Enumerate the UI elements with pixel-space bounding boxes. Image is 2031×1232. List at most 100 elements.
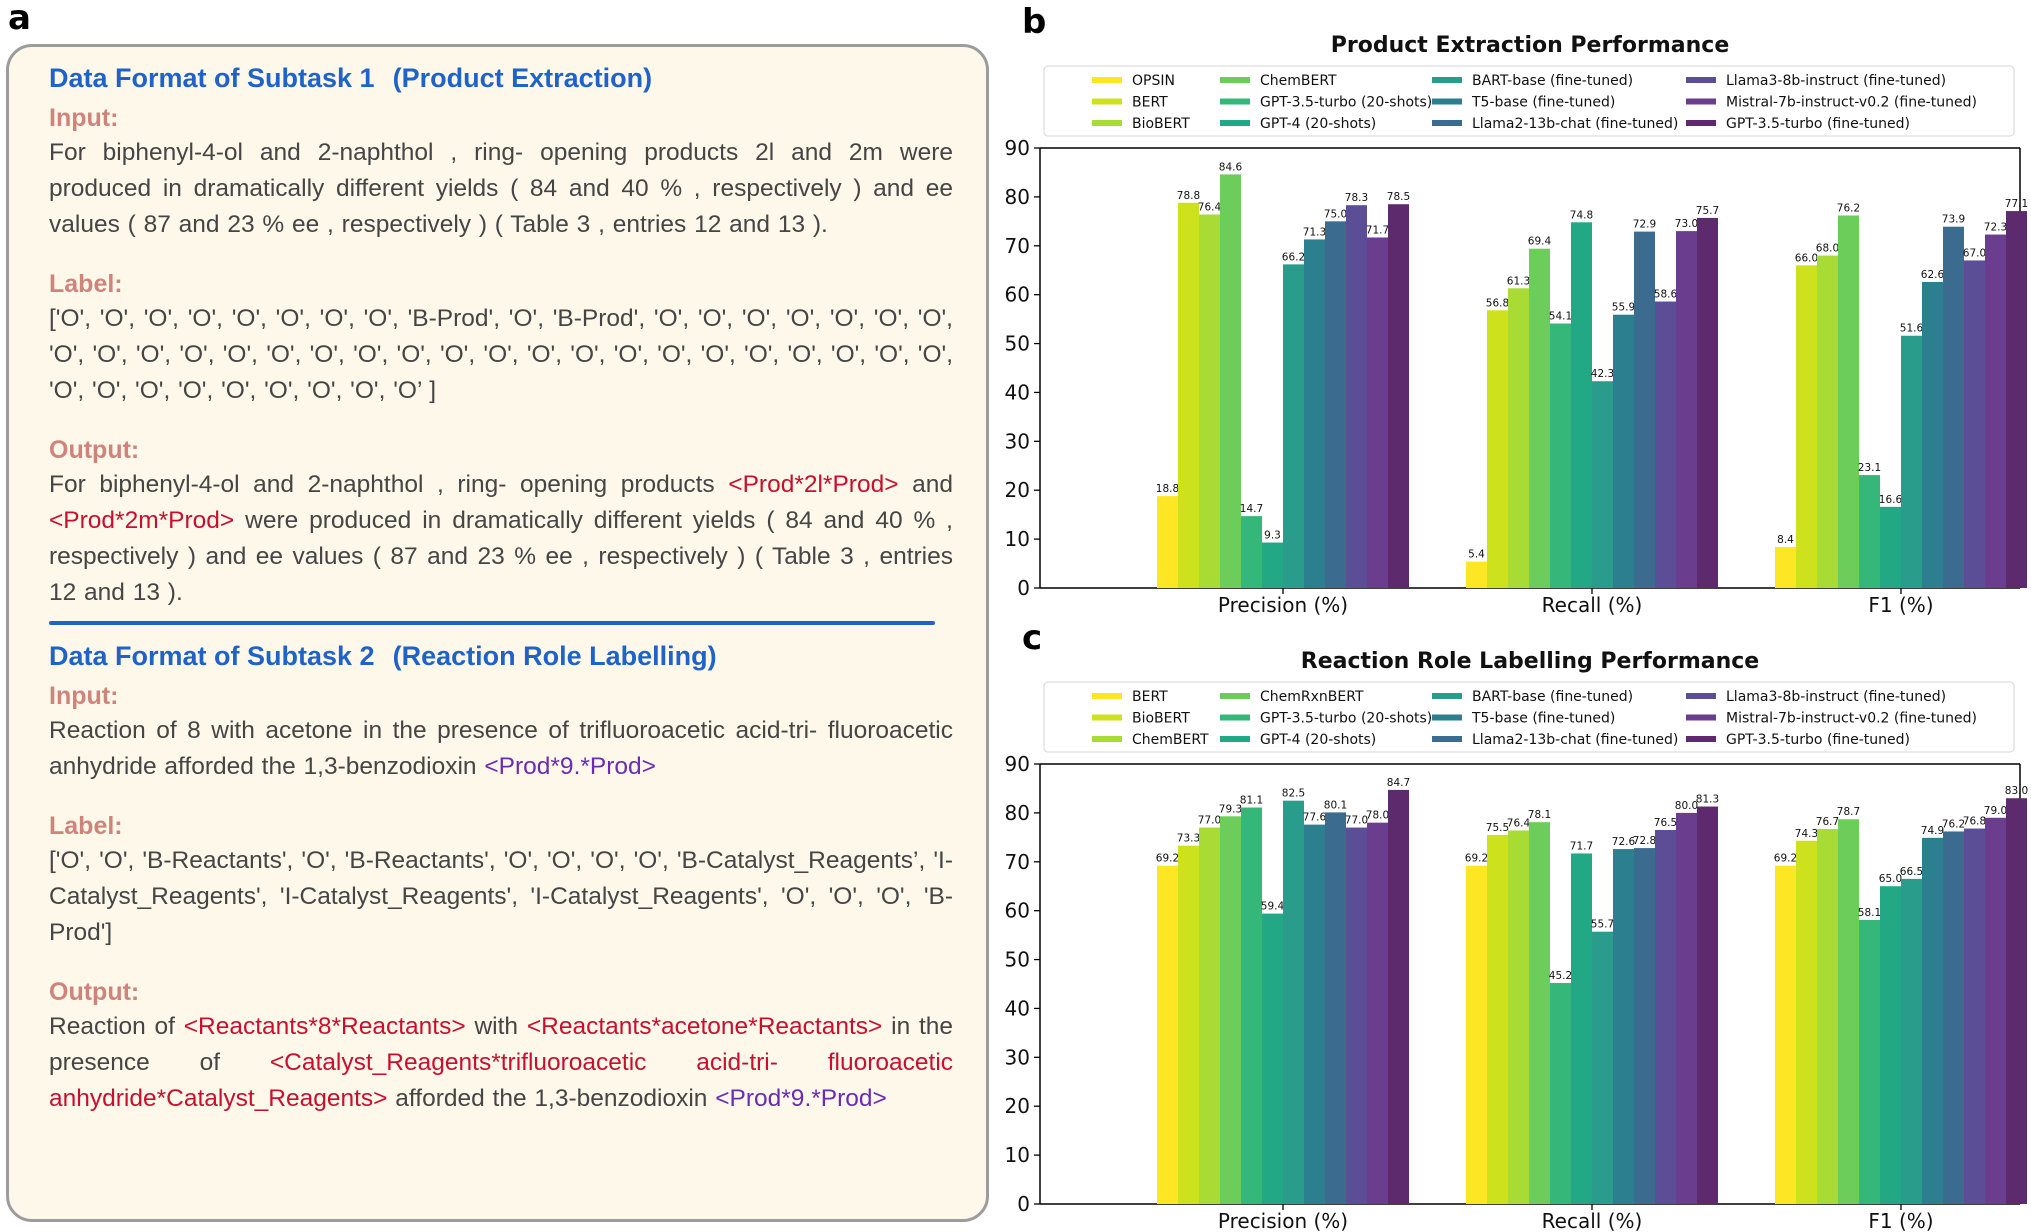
reaction-role-labelling-chart: Reaction Role Labelling PerformanceBERTB… bbox=[1005, 649, 2028, 1232]
bar-t5-base-fine-tuned-recall bbox=[1613, 314, 1634, 588]
data-label: 69.2 bbox=[1156, 853, 1179, 865]
data-label: 84.6 bbox=[1219, 161, 1243, 173]
legend-swatch-bert bbox=[1092, 98, 1122, 105]
data-label: 69.4 bbox=[1528, 236, 1552, 248]
bar-gpt-3-5-turbo-fine-tuned-f1 bbox=[2006, 211, 2027, 589]
data-label: 76.2 bbox=[1942, 818, 1965, 830]
bar-chembert-precision bbox=[1199, 827, 1220, 1204]
output-text-segment: were produced in dramatically different … bbox=[49, 507, 953, 606]
chart-legend: OPSIN BERT BioBERT ChemBERT GPT-3.5-turbo (2… bbox=[1043, 65, 2015, 137]
reactant-tag: <Reactants*acetone*Reactants> bbox=[526, 1013, 883, 1040]
y-tick-label: 60 bbox=[1005, 283, 1030, 307]
data-label: 23.1 bbox=[1858, 462, 1881, 474]
bar-bert-recall bbox=[1466, 865, 1487, 1204]
legend-label-gpt-3-5-turbo-fine-tuned: GPT-3.5-turbo (fine-tuned) bbox=[1726, 116, 1910, 132]
chart-title: Product Extraction Performance bbox=[1331, 33, 1730, 58]
y-tick-label: 90 bbox=[1005, 752, 1030, 776]
bar-llama2-13b-chat-fine-tuned-f1 bbox=[1943, 226, 1964, 588]
bar-mistral-7b-instruct-v0-2-fine-tuned-f1 bbox=[1985, 234, 2006, 589]
subtask1-label-text: ['O', 'O', 'O', 'O', 'O', 'O', 'O', 'O',… bbox=[49, 305, 953, 404]
data-label: 80.0 bbox=[1675, 800, 1698, 812]
x-tick-label-precision: Precision (%) bbox=[1218, 1209, 1348, 1232]
y-tick-label: 50 bbox=[1005, 948, 1030, 972]
y-tick-label: 0 bbox=[1017, 576, 1030, 600]
y-tick-label: 70 bbox=[1005, 850, 1030, 874]
subtask2-title: Data Format of Subtask 2 (Reaction Role L… bbox=[49, 637, 953, 675]
product-tag: <Prod*9.*Prod> bbox=[484, 753, 656, 780]
data-label: 76.4 bbox=[1507, 817, 1531, 829]
data-label: 77.0 bbox=[1198, 815, 1221, 827]
bar-chemrxnbert-f1 bbox=[1838, 819, 1859, 1204]
legend-label-llama2-13b-chat-fine-tuned: Llama2-13b-chat (fine-tuned) bbox=[1472, 732, 1678, 748]
data-label: 5.4 bbox=[1468, 549, 1485, 561]
legend-label-t5-base-fine-tuned: T5-base (fine-tuned) bbox=[1471, 711, 1615, 727]
bar-gpt-3-5-turbo-fine-tuned-recall bbox=[1697, 806, 1718, 1204]
bar-bert-precision bbox=[1157, 865, 1178, 1204]
data-label: 62.6 bbox=[1921, 269, 1945, 281]
legend-label-llama3-8b-instruct-fine-tuned: Llama3-8b-instruct (fine-tuned) bbox=[1726, 73, 1946, 89]
panel-label-a: a bbox=[8, 0, 31, 38]
bar-llama3-8b-instruct-fine-tuned-precision bbox=[1346, 205, 1367, 588]
data-label: 16.6 bbox=[1879, 494, 1903, 506]
legend-swatch-llama3-8b-instruct-fine-tuned bbox=[1686, 693, 1716, 699]
bar-chembert-f1 bbox=[1838, 215, 1859, 588]
subtask1-input-label: Input: bbox=[49, 104, 119, 132]
legend-swatch-gpt-4-20-shots bbox=[1220, 120, 1250, 126]
legend-label-chembert: ChemBERT bbox=[1260, 73, 1337, 89]
bar-bert-precision bbox=[1178, 202, 1199, 588]
bar-llama2-13b-chat-fine-tuned-recall bbox=[1634, 231, 1655, 588]
bar-chemrxnbert-precision bbox=[1220, 816, 1241, 1204]
bar-bart-base-fine-tuned-f1 bbox=[1901, 335, 1922, 588]
legend-swatch-mistral-7b-instruct-v0-2-fine-tuned bbox=[1686, 714, 1716, 721]
bar-gpt-3-5-turbo-20-shots-recall bbox=[1550, 323, 1571, 588]
legend-swatch-gpt-3-5-turbo-fine-tuned bbox=[1686, 736, 1716, 742]
bar-mistral-7b-instruct-v0-2-fine-tuned-precision bbox=[1367, 237, 1388, 588]
bar-llama3-8b-instruct-fine-tuned-recall bbox=[1655, 830, 1676, 1204]
bar-bart-base-fine-tuned-recall bbox=[1592, 381, 1613, 588]
bar-t5-base-fine-tuned-precision bbox=[1304, 239, 1325, 588]
legend-label-llama2-13b-chat-fine-tuned: Llama2-13b-chat (fine-tuned) bbox=[1472, 116, 1678, 132]
data-label: 68.0 bbox=[1816, 243, 1839, 255]
bar-gpt-4-20-shots-precision bbox=[1262, 913, 1283, 1204]
bar-bert-f1 bbox=[1775, 865, 1796, 1204]
data-label: 72.9 bbox=[1633, 219, 1656, 231]
legend-swatch-biobert bbox=[1092, 714, 1122, 721]
x-tick-label-recall: Recall (%) bbox=[1542, 1209, 1643, 1232]
bar-opsin-recall bbox=[1466, 561, 1487, 588]
subtask2-input-label: Input: bbox=[49, 682, 119, 710]
bar-mistral-7b-instruct-v0-2-fine-tuned-f1 bbox=[1985, 817, 2006, 1204]
data-label: 81.3 bbox=[1696, 794, 1719, 806]
bar-gpt-3-5-turbo-20-shots-f1 bbox=[1859, 919, 1880, 1204]
data-label: 66.2 bbox=[1282, 251, 1305, 263]
x-tick-label-f1: F1 (%) bbox=[1868, 1209, 1933, 1232]
legend-frame bbox=[1043, 65, 2015, 137]
data-label: 55.7 bbox=[1591, 919, 1614, 931]
legend-label-bart-base-fine-tuned: BART-base (fine-tuned) bbox=[1472, 73, 1633, 89]
data-label: 72.6 bbox=[1612, 836, 1636, 848]
legend-label-bart-base-fine-tuned: BART-base (fine-tuned) bbox=[1472, 689, 1633, 705]
legend-swatch-mistral-7b-instruct-v0-2-fine-tuned bbox=[1686, 98, 1716, 105]
bar-chembert-f1 bbox=[1817, 829, 1838, 1204]
subtask2-output-label: Output: bbox=[49, 978, 140, 1006]
legend-label-bert: BERT bbox=[1132, 95, 1168, 111]
bar-llama3-8b-instruct-fine-tuned-precision bbox=[1346, 827, 1367, 1204]
bar-chembert-recall bbox=[1529, 248, 1550, 588]
data-label: 76.2 bbox=[1837, 202, 1860, 214]
bar-biobert-precision bbox=[1178, 845, 1199, 1204]
legend-label-biobert: BioBERT bbox=[1132, 711, 1190, 727]
bar-t5-base-fine-tuned-f1 bbox=[1922, 281, 1943, 588]
legend-label-gpt-3-5-turbo-20-shots: GPT-3.5-turbo (20-shots) bbox=[1260, 95, 1432, 111]
product-tag: <Prod*2l*Prod> bbox=[728, 471, 899, 498]
data-label: 75.5 bbox=[1486, 822, 1509, 834]
data-label: 14.7 bbox=[1240, 503, 1263, 515]
bar-gpt-4-20-shots-f1 bbox=[1880, 886, 1901, 1204]
data-label: 72.8 bbox=[1633, 835, 1656, 847]
data-label: 74.8 bbox=[1570, 209, 1593, 221]
bar-llama3-8b-instruct-fine-tuned-f1 bbox=[1964, 828, 1985, 1204]
data-label: 73.3 bbox=[1177, 833, 1200, 845]
data-label: 61.3 bbox=[1507, 275, 1530, 287]
subtask2-title-text: Data Format of Subtask 2 bbox=[49, 641, 375, 671]
bar-biobert-recall bbox=[1508, 288, 1529, 588]
legend-swatch-chembert bbox=[1092, 736, 1122, 742]
bar-biobert-f1 bbox=[1796, 840, 1817, 1204]
